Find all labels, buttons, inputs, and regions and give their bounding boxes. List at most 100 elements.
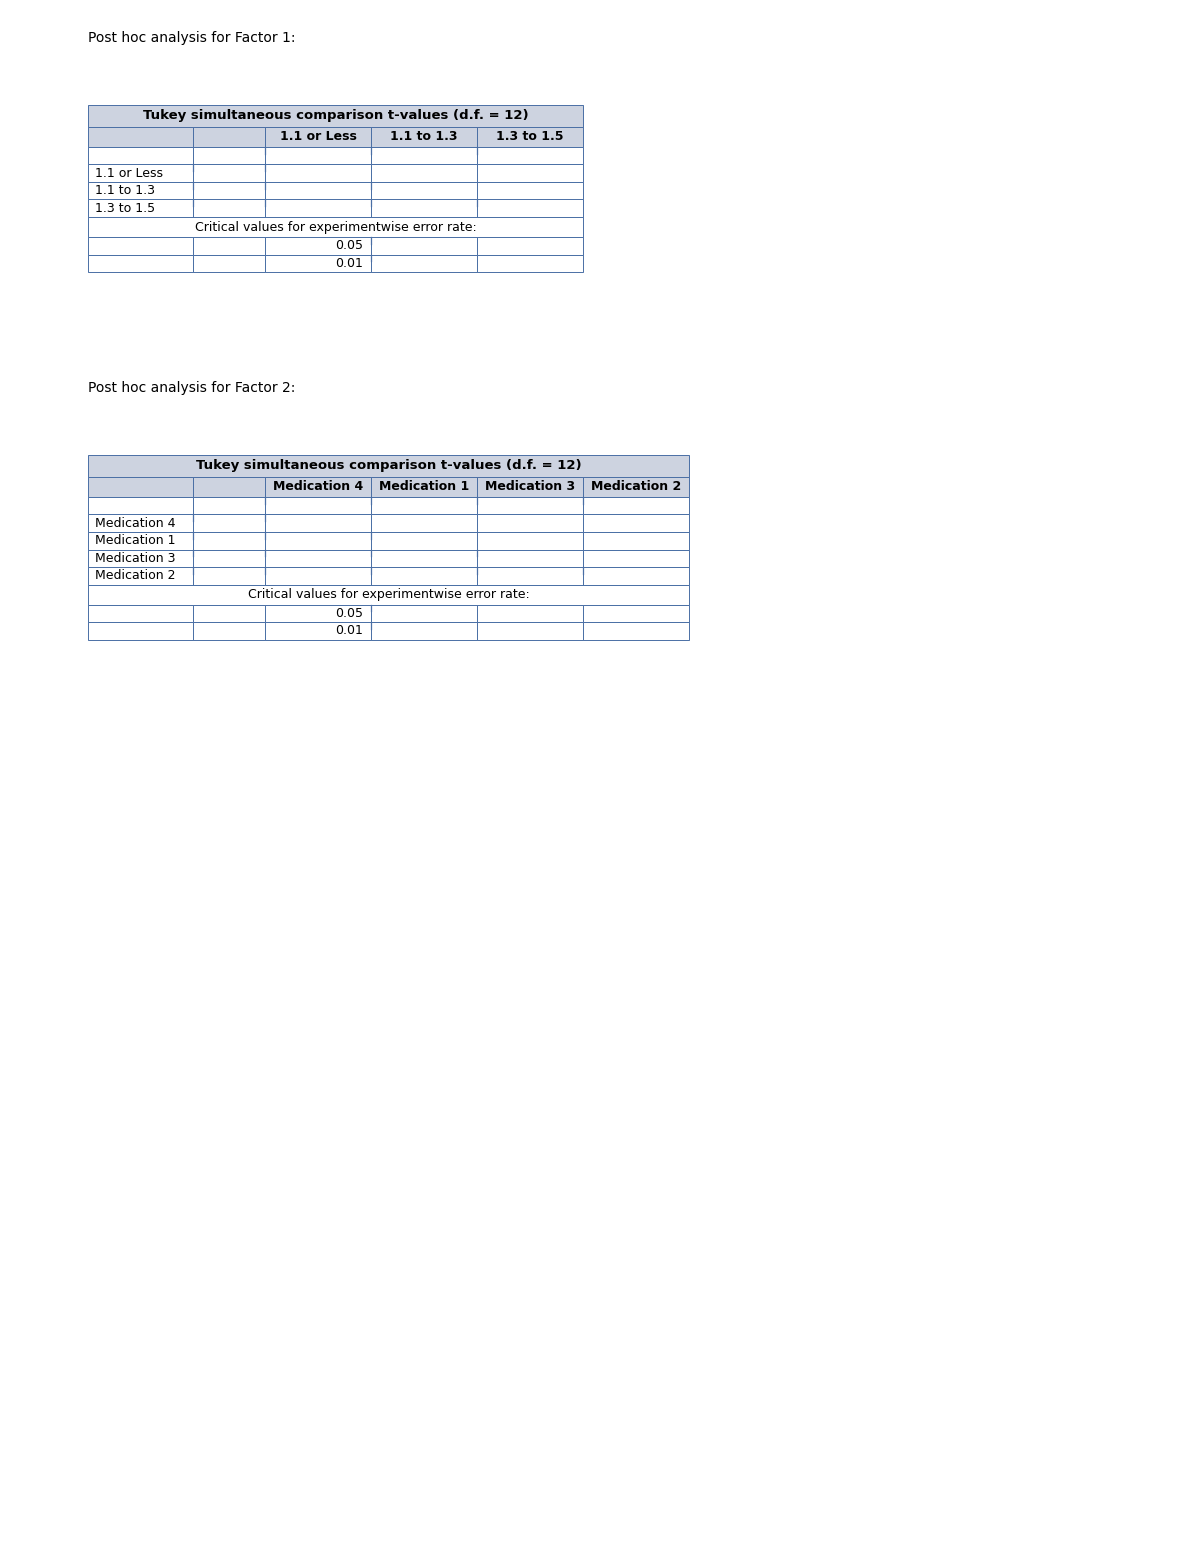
Bar — [583, 477, 689, 497]
Bar — [583, 497, 689, 514]
Bar — [265, 238, 371, 255]
Bar — [88, 455, 689, 477]
Bar — [478, 623, 583, 640]
Bar — [193, 477, 265, 497]
Bar — [88, 550, 193, 567]
Bar — [371, 623, 478, 640]
Bar — [265, 533, 371, 550]
Bar — [88, 106, 583, 127]
Bar — [265, 497, 371, 514]
Bar — [478, 255, 583, 272]
Bar — [265, 550, 371, 567]
Text: 0.05: 0.05 — [335, 239, 364, 252]
Text: Medication 4: Medication 4 — [272, 480, 364, 494]
Text: Tukey simultaneous comparison t-values (d.f. = 12): Tukey simultaneous comparison t-values (… — [143, 110, 528, 123]
Bar — [478, 514, 583, 533]
Bar — [371, 127, 478, 148]
Bar — [371, 604, 478, 623]
Bar — [193, 182, 265, 199]
Bar — [371, 477, 478, 497]
Bar — [193, 623, 265, 640]
Bar — [478, 497, 583, 514]
Bar — [265, 127, 371, 148]
Text: 0.01: 0.01 — [335, 256, 364, 270]
Bar — [478, 165, 583, 182]
Bar — [193, 533, 265, 550]
Text: 0.01: 0.01 — [335, 624, 364, 637]
Bar — [478, 182, 583, 199]
Bar — [478, 477, 583, 497]
Text: Medication 2: Medication 2 — [590, 480, 682, 494]
Bar — [193, 238, 265, 255]
Text: Critical values for experimentwise error rate:: Critical values for experimentwise error… — [247, 589, 529, 601]
Text: Post hoc analysis for Factor 2:: Post hoc analysis for Factor 2: — [88, 380, 295, 394]
Bar — [193, 497, 265, 514]
Bar — [88, 199, 193, 217]
Bar — [265, 514, 371, 533]
Bar — [193, 199, 265, 217]
Bar — [583, 604, 689, 623]
Bar — [193, 514, 265, 533]
Bar — [583, 623, 689, 640]
Bar — [478, 604, 583, 623]
Text: Tukey simultaneous comparison t-values (d.f. = 12): Tukey simultaneous comparison t-values (… — [196, 460, 581, 472]
Bar — [371, 497, 478, 514]
Bar — [478, 199, 583, 217]
Bar — [478, 567, 583, 584]
Bar — [265, 477, 371, 497]
Bar — [265, 255, 371, 272]
Bar — [193, 148, 265, 165]
Bar — [88, 148, 193, 165]
Bar — [583, 514, 689, 533]
Bar — [88, 604, 193, 623]
Bar — [371, 182, 478, 199]
Text: 0.05: 0.05 — [335, 607, 364, 620]
Bar — [371, 514, 478, 533]
Text: Medication 4: Medication 4 — [95, 517, 175, 530]
Text: Medication 3: Medication 3 — [485, 480, 575, 494]
Text: Medication 3: Medication 3 — [95, 551, 175, 565]
Bar — [88, 623, 193, 640]
Bar — [478, 127, 583, 148]
Text: 1.1 or Less: 1.1 or Less — [95, 166, 163, 180]
Text: 1.1 or Less: 1.1 or Less — [280, 130, 356, 143]
Bar — [88, 567, 193, 584]
Bar — [88, 165, 193, 182]
Bar — [583, 567, 689, 584]
Bar — [371, 550, 478, 567]
Bar — [478, 550, 583, 567]
Bar — [265, 604, 371, 623]
Bar — [193, 127, 265, 148]
Bar — [88, 477, 193, 497]
Bar — [371, 533, 478, 550]
Bar — [193, 567, 265, 584]
Bar — [371, 238, 478, 255]
Bar — [371, 255, 478, 272]
Text: 1.1 to 1.3: 1.1 to 1.3 — [390, 130, 457, 143]
Bar — [88, 217, 583, 238]
Bar — [88, 238, 193, 255]
Bar — [265, 623, 371, 640]
Text: Post hoc analysis for Factor 1:: Post hoc analysis for Factor 1: — [88, 31, 295, 45]
Bar — [193, 255, 265, 272]
Bar — [88, 514, 193, 533]
Bar — [583, 550, 689, 567]
Bar — [371, 199, 478, 217]
Bar — [88, 584, 689, 604]
Text: Medication 2: Medication 2 — [95, 570, 175, 582]
Bar — [88, 182, 193, 199]
Bar — [265, 148, 371, 165]
Bar — [478, 238, 583, 255]
Bar — [193, 165, 265, 182]
Bar — [88, 127, 193, 148]
Text: Critical values for experimentwise error rate:: Critical values for experimentwise error… — [194, 221, 476, 233]
Bar — [478, 148, 583, 165]
Text: Medication 1: Medication 1 — [95, 534, 175, 547]
Bar — [265, 199, 371, 217]
Bar — [371, 148, 478, 165]
Text: 1.1 to 1.3: 1.1 to 1.3 — [95, 185, 155, 197]
Bar — [88, 255, 193, 272]
Bar — [265, 567, 371, 584]
Bar — [583, 533, 689, 550]
Bar — [193, 550, 265, 567]
